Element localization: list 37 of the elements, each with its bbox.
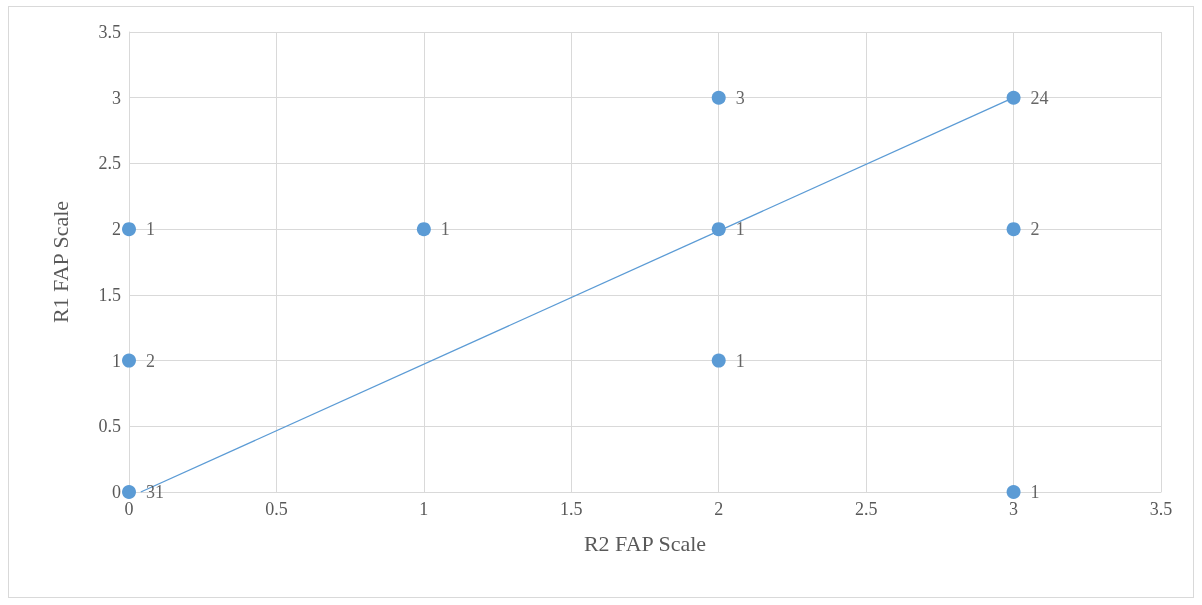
annotation: 3: [735, 87, 745, 108]
annotation: 24: [1030, 87, 1049, 108]
annotation: 1: [735, 350, 745, 371]
x-tick-label: 3.5: [1149, 499, 1173, 519]
x-tick-label: 1: [419, 499, 429, 519]
y-axis-title: R1 FAP Scale: [47, 200, 73, 324]
point: [122, 353, 136, 368]
y-tick-label: 2: [112, 219, 121, 240]
annotation: 1: [735, 219, 745, 240]
annotation: 1: [1030, 482, 1040, 502]
point: [122, 222, 136, 237]
point: [711, 353, 726, 368]
annotation: 1: [440, 219, 450, 240]
point: [122, 485, 136, 499]
point: [1006, 90, 1021, 105]
annotation: 31: [146, 482, 164, 502]
x-tick-label: 2: [714, 499, 724, 519]
x-tick-label: 2.5: [854, 499, 878, 519]
x-axis-title: R2 FAP Scale: [583, 530, 707, 556]
point: [416, 222, 431, 237]
y-tick-label: 1.5: [98, 284, 121, 305]
y-tick-label: 1: [112, 350, 121, 371]
point: [1006, 485, 1021, 499]
y-tick-label: 0: [112, 482, 121, 502]
annotation: 2: [146, 350, 155, 371]
point: [711, 222, 726, 237]
y-tick-label: 3: [112, 87, 121, 108]
y-tick-label: 3.5: [98, 22, 121, 42]
x-tick-label: 1.5: [560, 499, 583, 519]
x-tick-label: 3: [1009, 499, 1019, 519]
y-tick-label: 0.5: [98, 416, 121, 437]
point: [711, 90, 726, 105]
annotation: 1: [146, 219, 155, 240]
y-tick-label: 2.5: [98, 153, 121, 174]
point: [1006, 222, 1021, 237]
x-tick-label: 0.5: [265, 499, 288, 519]
annotation: 2: [1030, 219, 1040, 240]
